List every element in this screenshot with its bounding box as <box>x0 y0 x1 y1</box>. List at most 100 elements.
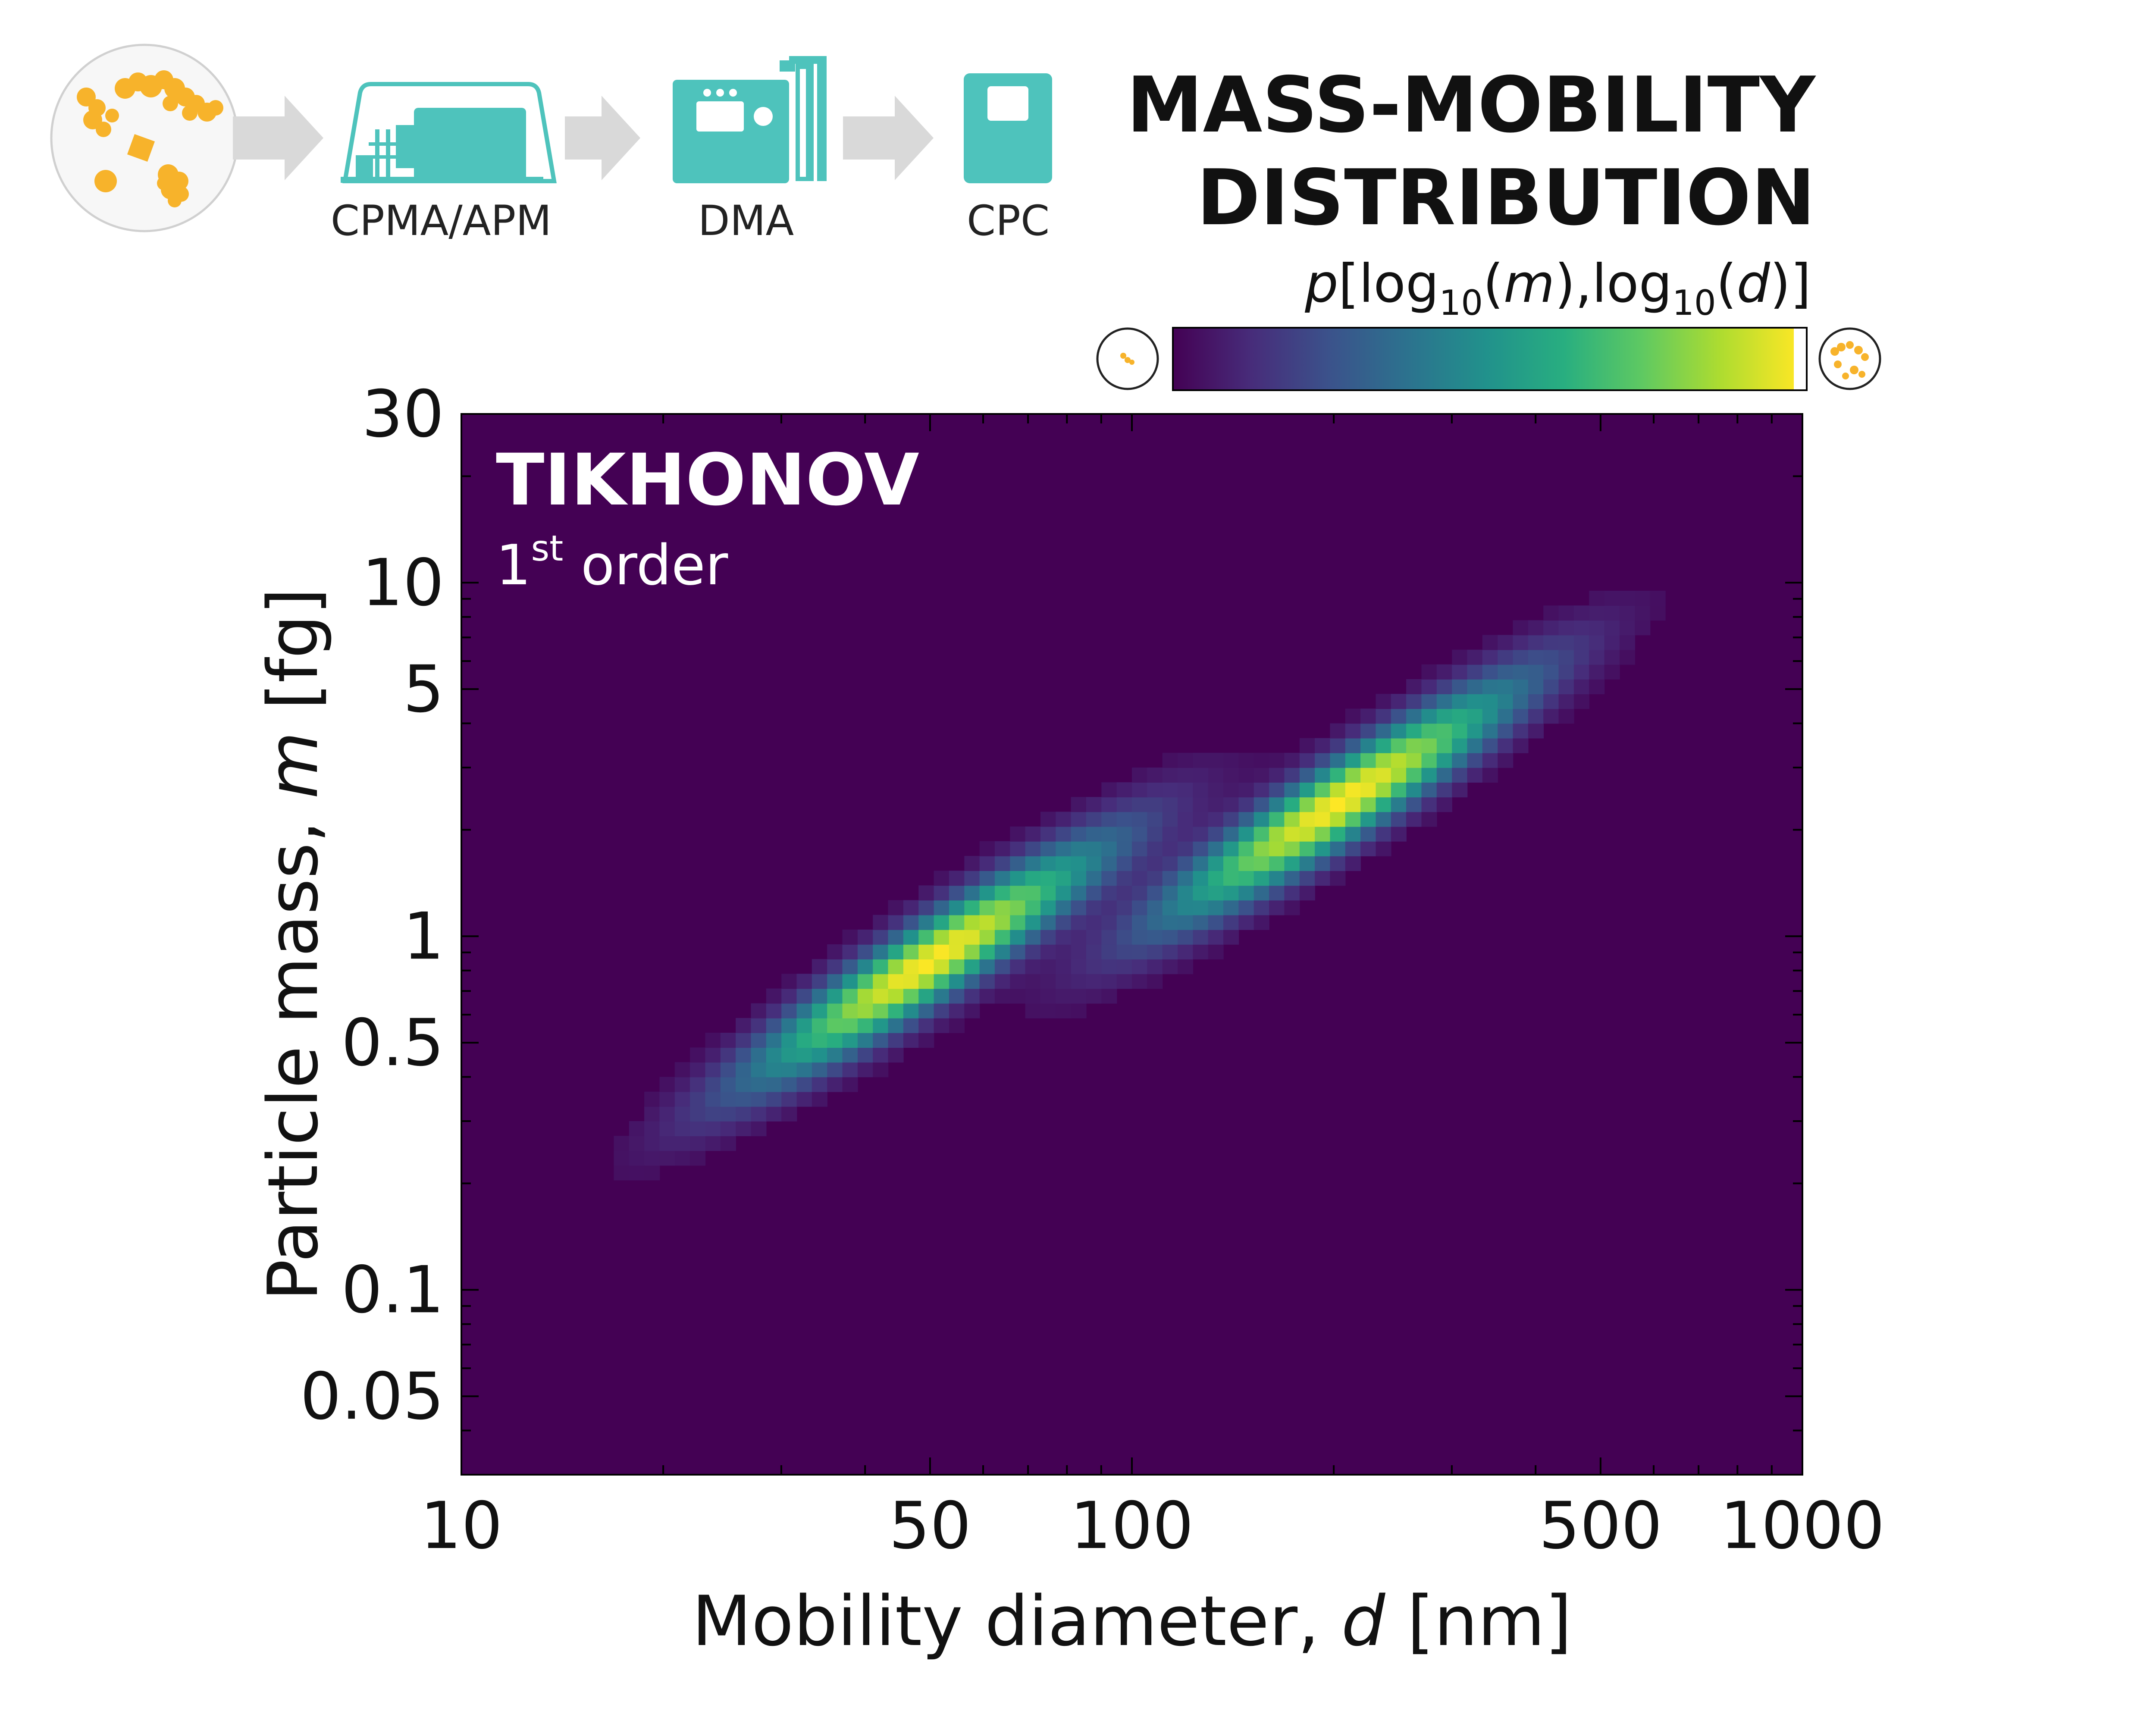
heatmap-cell <box>1558 620 1574 636</box>
heatmap-cell <box>918 885 934 901</box>
heatmap-cell <box>1132 900 1148 915</box>
heatmap-cell <box>827 1047 843 1063</box>
heatmap-cell <box>1132 885 1148 901</box>
heatmap-cell <box>1253 915 1269 930</box>
heatmap-cell <box>1284 782 1300 798</box>
heatmap-cell <box>1223 915 1239 930</box>
heatmap-cell <box>690 1062 706 1078</box>
heatmap-cell <box>1178 841 1194 856</box>
heatmap-cell <box>934 929 950 945</box>
heatmap-cell <box>827 974 843 989</box>
heatmap-cell <box>1178 782 1194 798</box>
heatmap-cell <box>705 1136 721 1151</box>
heatmap-cell <box>1284 900 1300 915</box>
heatmap-cell <box>690 1077 706 1092</box>
heatmap-cell <box>1071 900 1087 915</box>
heatmap-cell <box>1635 605 1651 621</box>
heatmap-cell <box>1040 900 1056 915</box>
heatmap-cell <box>1010 900 1026 915</box>
heatmap-cell <box>949 1003 965 1018</box>
heatmap-cell <box>1010 885 1026 901</box>
heatmap-cell <box>1056 974 1072 989</box>
heatmap-cell <box>1010 959 1026 975</box>
heatmap-cell <box>1421 738 1437 753</box>
heatmap-cell <box>1406 694 1422 709</box>
heatmap-cell <box>1132 797 1148 812</box>
heatmap-cell <box>1010 826 1026 842</box>
heatmap-cell <box>659 1106 675 1122</box>
heatmap-cell <box>1315 826 1331 842</box>
heatmap-cell <box>1589 649 1605 665</box>
heatmap-cell <box>1299 856 1315 871</box>
heatmap-cell <box>720 1047 736 1063</box>
heatmap-cell <box>888 959 904 975</box>
heatmap-cell <box>1086 856 1102 871</box>
heatmap-cell <box>1421 768 1437 783</box>
heatmap-cell <box>1025 974 1041 989</box>
heatmap-cell <box>1543 649 1559 665</box>
heatmap-cell <box>1253 797 1269 812</box>
heatmap-cell <box>1238 782 1254 798</box>
heatmap-cell <box>964 959 980 975</box>
heatmap-cell <box>796 1033 812 1048</box>
heatmap-cell <box>812 959 827 975</box>
heatmap-cell <box>751 1018 767 1033</box>
heatmap-cell <box>1071 915 1087 930</box>
heatmap-cell <box>1513 620 1529 636</box>
heatmap-cell <box>1253 752 1269 768</box>
heatmap-cell <box>659 1136 675 1151</box>
heatmap-cell <box>796 974 812 989</box>
heatmap-cell <box>857 944 873 959</box>
heatmap-cell <box>1436 723 1452 739</box>
heatmap-cell <box>781 974 797 989</box>
heatmap-cell <box>1528 679 1544 694</box>
heatmap-cell <box>1147 900 1163 915</box>
heatmap-cell <box>1056 885 1072 901</box>
y-tick-label: 0.1 <box>341 1253 444 1328</box>
heatmap-cell <box>1193 915 1209 930</box>
heatmap-cell <box>705 1047 721 1063</box>
heatmap-cell <box>1284 797 1300 812</box>
heatmap-cell <box>1498 664 1514 680</box>
heatmap-cell <box>674 1062 690 1078</box>
heatmap-cell <box>1391 752 1407 768</box>
x-tick-label: 50 <box>889 1489 971 1564</box>
heatmap-cell <box>1406 768 1422 783</box>
heatmap-cell <box>1178 752 1194 768</box>
heatmap-cell <box>1391 738 1407 753</box>
heatmap-cell <box>1269 856 1285 871</box>
heatmap-cell <box>1056 900 1072 915</box>
heatmap-cell <box>1406 679 1422 694</box>
heatmap-cell <box>705 1106 721 1122</box>
heatmap-cell <box>888 1047 904 1063</box>
heatmap-cell <box>873 929 889 945</box>
heatmap-cell <box>888 929 904 945</box>
heatmap-cell <box>1116 812 1132 827</box>
heatmap-cell <box>1315 797 1331 812</box>
heatmap-cell <box>1467 768 1483 783</box>
heatmap-cell <box>1284 841 1300 856</box>
heatmap-cell <box>1101 826 1117 842</box>
heatmap-cell <box>918 1033 934 1048</box>
heatmap-cell <box>1071 841 1087 856</box>
heatmap-cell <box>1071 974 1087 989</box>
heatmap-cell <box>812 1033 827 1048</box>
heatmap-cell <box>918 915 934 930</box>
heatmap-cell <box>781 1018 797 1033</box>
heatmap-cell <box>736 1033 752 1048</box>
heatmap-cell <box>979 900 995 915</box>
heatmap-cell <box>1056 944 1072 959</box>
heatmap-cell <box>796 1062 812 1078</box>
heatmap-cell <box>1330 856 1346 871</box>
heatmap-cell <box>857 1033 873 1048</box>
arrow-icon <box>843 96 934 180</box>
heatmap-cell <box>1132 959 1148 975</box>
heatmap-cell <box>1604 591 1620 606</box>
heatmap-cell <box>1269 812 1285 827</box>
heatmap-cell <box>674 1077 690 1092</box>
heatmap-cell <box>903 1033 919 1048</box>
heatmap-cell <box>1238 856 1254 871</box>
heatmap-cell <box>888 974 904 989</box>
x-tick-label: 100 <box>1070 1489 1194 1564</box>
